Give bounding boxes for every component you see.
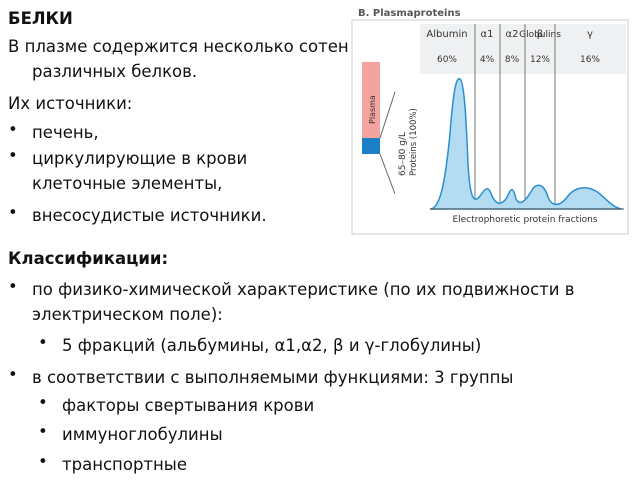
fraction-percent: 16% xyxy=(580,55,600,65)
sub-item: транспортные xyxy=(62,455,187,474)
list-item: печень, xyxy=(32,123,99,142)
fraction-name: Albumin xyxy=(426,29,467,40)
bullet: • xyxy=(38,333,48,352)
fraction-name: γ xyxy=(587,29,593,40)
list-item: в соответствии с выполняемыми функциями:… xyxy=(32,368,514,387)
bullet: • xyxy=(8,203,18,222)
list-item: циркулирующие в крови клеточные элементы… xyxy=(32,149,248,193)
figure: B. Plasmaproteins Globulins Albumin 60% α1… xyxy=(351,8,629,235)
bullet: • xyxy=(38,422,48,441)
fraction-percent: 12% xyxy=(530,55,550,65)
fraction-percent: 4% xyxy=(480,55,495,65)
fraction-percent: 8% xyxy=(505,55,520,65)
list-item: внесосудистые источники. xyxy=(32,206,267,225)
sub-item: иммуноглобулины xyxy=(62,425,223,444)
sub-item: факторы свертывания крови xyxy=(62,396,315,415)
concentration: 65–80 g/L xyxy=(398,132,408,176)
fraction-percent: 60% xyxy=(437,55,457,65)
sub-item: 5 фракций (альбумины, α1,α2, β и γ-глобу… xyxy=(62,336,482,355)
fraction-name: β xyxy=(537,29,543,40)
title: БЕЛКИ xyxy=(8,9,73,28)
figure-title: B. Plasmaproteins xyxy=(358,8,461,19)
bullet: • xyxy=(8,365,18,384)
heading: Их источники: xyxy=(8,94,133,113)
curve xyxy=(429,78,623,210)
group-label: Globulins xyxy=(519,30,561,40)
connector xyxy=(379,91,396,195)
fraction-name: α1 xyxy=(481,29,494,40)
header-band xyxy=(420,24,626,74)
plasma-bar xyxy=(362,62,380,138)
fraction-name: α2 xyxy=(506,29,519,40)
fractions: Albumin 60% α1 4% α2 8% β 12% γ 16% xyxy=(426,29,600,65)
proteins-label: Proteins (100%) xyxy=(409,108,419,176)
plasma-label: Plasma xyxy=(368,95,377,124)
intro: В плазме содержится несколько сотен разл… xyxy=(8,37,349,81)
bullet: • xyxy=(8,120,18,139)
bullet: • xyxy=(38,452,48,471)
bullet: • xyxy=(8,277,18,296)
axis-label: Electrophoretic protein fractions xyxy=(452,215,597,225)
bullet: • xyxy=(8,146,18,165)
protein-bar xyxy=(362,138,380,154)
list-item: по физико-химической характеристике (по … xyxy=(32,280,575,324)
bullet: • xyxy=(38,393,48,412)
heading: Классификации: xyxy=(8,249,169,268)
